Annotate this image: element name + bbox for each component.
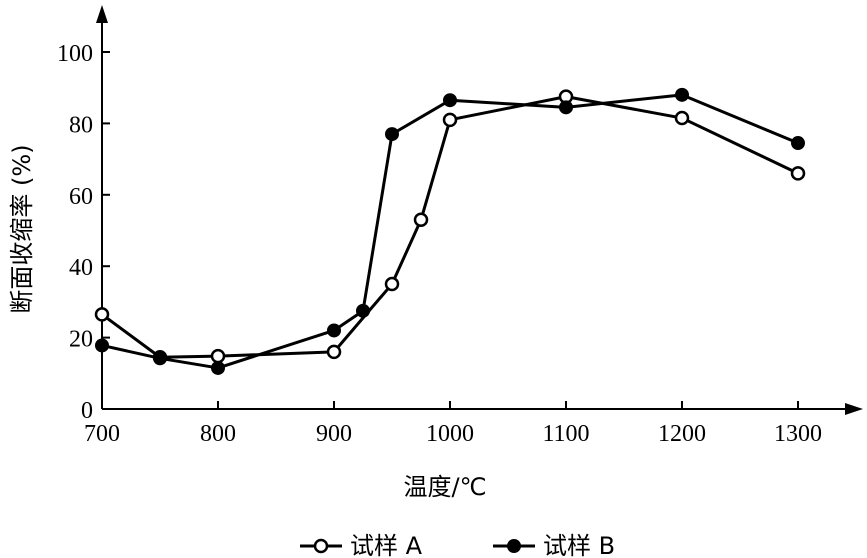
series-b-point xyxy=(675,87,689,102)
series-b-point xyxy=(443,93,457,108)
y-tick-label: 0 xyxy=(81,398,93,424)
y-tick-label: 100 xyxy=(57,41,93,67)
series-layer xyxy=(94,87,806,375)
y-tick-label: 60 xyxy=(69,184,93,210)
series-b-point xyxy=(153,351,167,366)
y-ticks: 0 20 40 60 80 100 xyxy=(57,41,110,424)
series-a-point xyxy=(790,166,806,181)
x-axis-arrow xyxy=(845,403,863,415)
x-tick-label: 1100 xyxy=(542,421,589,447)
legend: 试样 A 试样 B xyxy=(300,532,615,558)
series-b-point xyxy=(356,303,370,318)
x-tick-label: 1000 xyxy=(426,421,474,447)
x-tick-label: 700 xyxy=(84,421,120,447)
legend-marker-series-a xyxy=(313,538,329,554)
series-a-point xyxy=(210,348,226,364)
series-a-point xyxy=(413,212,429,228)
x-ticks: 700 800 900 1000 1100 1200 1300 xyxy=(84,401,822,447)
x-tick-label: 900 xyxy=(316,421,352,447)
axes xyxy=(96,5,863,415)
series-b-point xyxy=(559,100,573,115)
y-tick-label: 20 xyxy=(69,327,93,353)
series-a-point xyxy=(94,307,110,322)
legend-label-series-b: 试样 B xyxy=(543,532,615,558)
series-a-point xyxy=(442,112,458,128)
legend-marker-series-b xyxy=(507,539,521,553)
series-b-point xyxy=(385,127,399,142)
legend-item-series-b: 试样 B xyxy=(493,532,615,558)
x-tick-label: 1200 xyxy=(658,421,706,447)
legend-label-series-a: 试样 A xyxy=(350,532,423,558)
series-a-point xyxy=(384,276,400,292)
series-a-line xyxy=(101,95,799,359)
series-b-line xyxy=(101,93,799,370)
x-tick-label: 1300 xyxy=(774,421,822,447)
y-axis-title: 断面收缩率 (%) xyxy=(8,144,36,313)
x-tick-label: 800 xyxy=(200,421,236,447)
series-b-point xyxy=(95,338,109,353)
series-a-point xyxy=(326,344,342,360)
series-b-point xyxy=(791,136,805,151)
y-axis-arrow xyxy=(96,5,108,23)
y-tick-label: 80 xyxy=(69,112,93,138)
y-tick-label: 40 xyxy=(69,255,93,281)
series-b-point xyxy=(211,360,225,375)
series-a-point xyxy=(674,110,690,126)
x-axis-title: 温度/℃ xyxy=(403,473,486,501)
legend-item-series-a: 试样 A xyxy=(300,532,423,558)
series-b-point xyxy=(327,323,341,338)
